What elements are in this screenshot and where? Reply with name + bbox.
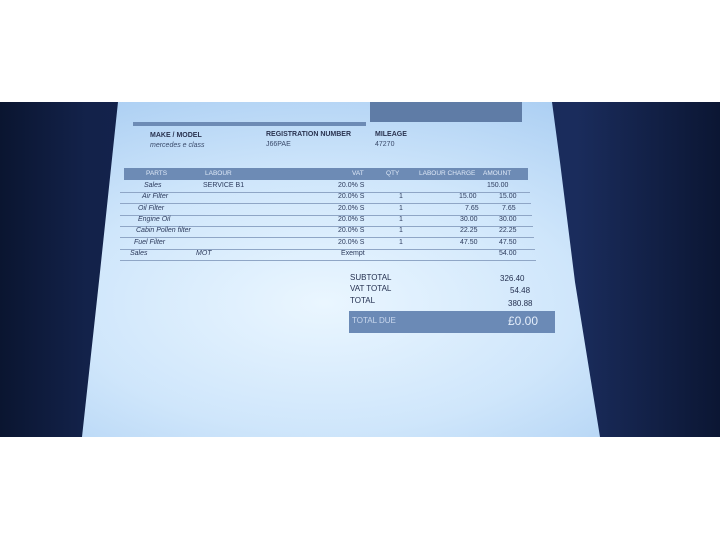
total-label: TOTAL (350, 296, 376, 305)
col-labour: LABOUR (205, 170, 232, 177)
row-divider (120, 192, 530, 193)
registration-value: J66PAE (266, 141, 291, 148)
row-amount: 54.00 (499, 249, 517, 257)
vat-total-value: 54.48 (510, 286, 531, 295)
row-divider (120, 248, 535, 250)
mileage-label: MILEAGE (375, 131, 407, 138)
row-labour: MOT (196, 249, 212, 257)
row-amount: 150.00 (487, 182, 509, 189)
total-value: 380.88 (508, 299, 533, 308)
row-divider (120, 225, 533, 227)
row-part: Air Filter (142, 193, 169, 201)
header-block (370, 102, 522, 122)
row-labour-charge: 15.00 (459, 193, 477, 201)
row-labour-charge: 7.65 (465, 204, 479, 212)
row-divider (120, 237, 534, 239)
row-vat: 20.0% S (338, 238, 365, 246)
make-model-label: MAKE / MODEL (150, 132, 202, 139)
total-due-bar (349, 311, 555, 333)
row-qty: 1 (399, 193, 403, 201)
row-divider (120, 203, 531, 205)
row-labour-charge: 22.25 (460, 227, 478, 235)
col-parts: PARTS (146, 170, 168, 177)
subtotal-value: 326.40 (500, 274, 525, 283)
row-amount: 47.50 (499, 238, 517, 246)
table-header (124, 168, 528, 180)
row-divider (120, 259, 536, 261)
row-part: Oil Filter (138, 204, 165, 212)
row-qty: 1 (399, 238, 403, 246)
row-divider (120, 214, 532, 216)
invoice-photo: MAKE / MODEL mercedes e class REGISTRATI… (0, 102, 720, 437)
registration-label: REGISTRATION NUMBER (266, 131, 352, 138)
col-qty: QTY (386, 170, 400, 177)
row-vat: 20.0% S (338, 193, 365, 201)
row-qty: 1 (399, 204, 403, 212)
row-part: Engine Oil (138, 215, 171, 223)
row-vat: 20.0% S (338, 204, 365, 212)
invoice-paper: MAKE / MODEL mercedes e class REGISTRATI… (82, 102, 600, 437)
col-amount: AMOUNT (483, 170, 512, 177)
row-qty: 1 (399, 227, 403, 235)
row-vat: 20.0% S (338, 215, 365, 223)
col-labour-charge: LABOUR CHARGE (419, 170, 476, 177)
total-due-value: £0.00 (508, 314, 539, 328)
row-amount: 22.25 (499, 227, 517, 235)
row-labour-charge: 47.50 (460, 238, 478, 246)
row-vat: 20.0% S (338, 182, 365, 189)
subtotal-label: SUBTOTAL (350, 273, 392, 282)
row-qty: 1 (399, 215, 403, 223)
row-vat: 20.0% S (338, 227, 365, 235)
row-amount: 15.00 (499, 193, 517, 201)
vat-total-label: VAT TOTAL (350, 284, 392, 293)
row-amount: 30.00 (499, 215, 517, 223)
row-vat: Exempt (341, 249, 365, 257)
make-model-value: mercedes e class (150, 142, 205, 149)
row-part: Sales (144, 182, 162, 189)
row-part: Fuel Filter (134, 238, 166, 246)
col-vat: VAT (352, 170, 364, 177)
total-due-label: TOTAL DUE (352, 316, 396, 325)
row-labour: SERVICE B1 (203, 182, 245, 189)
mileage-value: 47270 (375, 141, 395, 148)
header-bar (133, 122, 366, 126)
row-labour-charge: 30.00 (460, 215, 478, 223)
row-amount: 7.65 (502, 204, 516, 212)
row-part: Cabin Pollen filter (136, 227, 191, 235)
row-part: Sales (130, 249, 148, 257)
